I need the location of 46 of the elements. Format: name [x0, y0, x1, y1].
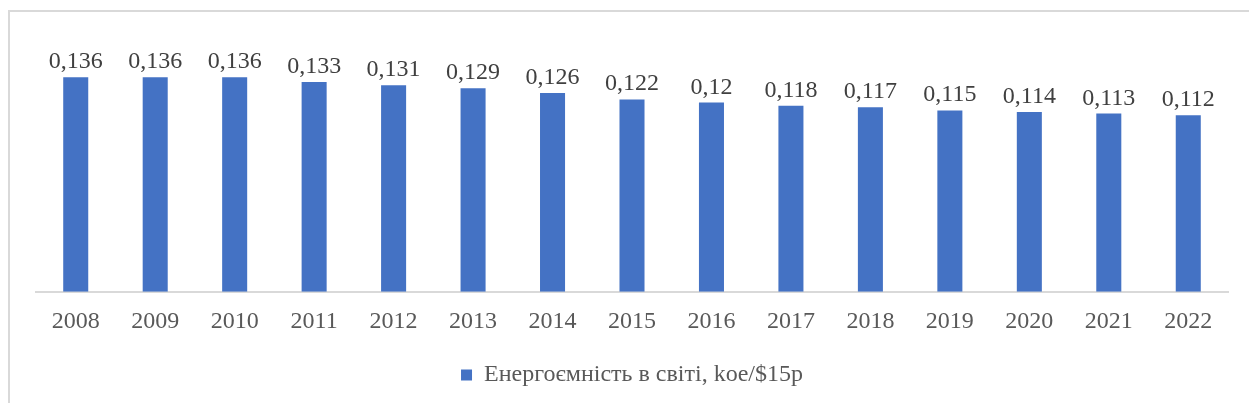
data-label: 0,117 — [843, 77, 897, 104]
data-label: 0,114 — [1002, 81, 1056, 108]
x-tick-label: 2020 — [1005, 307, 1054, 334]
bar — [540, 93, 566, 292]
bar — [619, 99, 645, 292]
bar — [698, 102, 724, 292]
data-label: 0,136 — [48, 47, 103, 74]
bar — [63, 77, 89, 292]
x-tick-label: 2014 — [528, 307, 577, 334]
data-label: 0,133 — [287, 52, 342, 79]
bar — [222, 77, 248, 292]
x-tick-label: 2017 — [766, 307, 815, 334]
data-label: 0,131 — [366, 55, 421, 82]
data-label: 0,129 — [446, 58, 501, 85]
bar — [1096, 113, 1122, 292]
x-tick-label: 2021 — [1084, 307, 1133, 334]
x-tick-label: 2009 — [131, 307, 180, 334]
bar — [460, 88, 486, 292]
data-label: 0,136 — [128, 47, 183, 74]
data-label: 0,112 — [1161, 85, 1215, 112]
data-label: 0,136 — [207, 47, 262, 74]
bar — [857, 107, 883, 292]
x-tick-label: 2011 — [290, 307, 338, 334]
x-tick-label: 2016 — [687, 307, 736, 334]
data-label: 0,118 — [764, 75, 818, 102]
bar — [142, 77, 168, 292]
data-label: 0,122 — [605, 69, 659, 96]
x-tick-label: 2015 — [608, 307, 656, 334]
bar — [778, 105, 804, 292]
legend-label: Енергоємність в світі, koe/$15p — [484, 360, 803, 387]
bar — [937, 110, 963, 292]
x-tick-label: 2008 — [51, 307, 100, 334]
data-label: 0,115 — [923, 80, 977, 107]
x-tick-label: 2010 — [210, 307, 259, 334]
data-label: 0,126 — [525, 63, 580, 90]
data-label: 0,113 — [1082, 83, 1136, 110]
data-label: 0,12 — [690, 72, 733, 99]
bar — [381, 85, 407, 292]
bar — [1175, 115, 1201, 292]
x-tick-label: 2018 — [846, 307, 895, 334]
x-tick-label: 2019 — [925, 307, 974, 334]
x-tick-label: 2012 — [369, 307, 418, 334]
bar — [1016, 111, 1042, 292]
bar — [301, 82, 327, 292]
x-tick-label: 2022 — [1164, 307, 1213, 334]
x-tick-label: 2013 — [449, 307, 498, 334]
